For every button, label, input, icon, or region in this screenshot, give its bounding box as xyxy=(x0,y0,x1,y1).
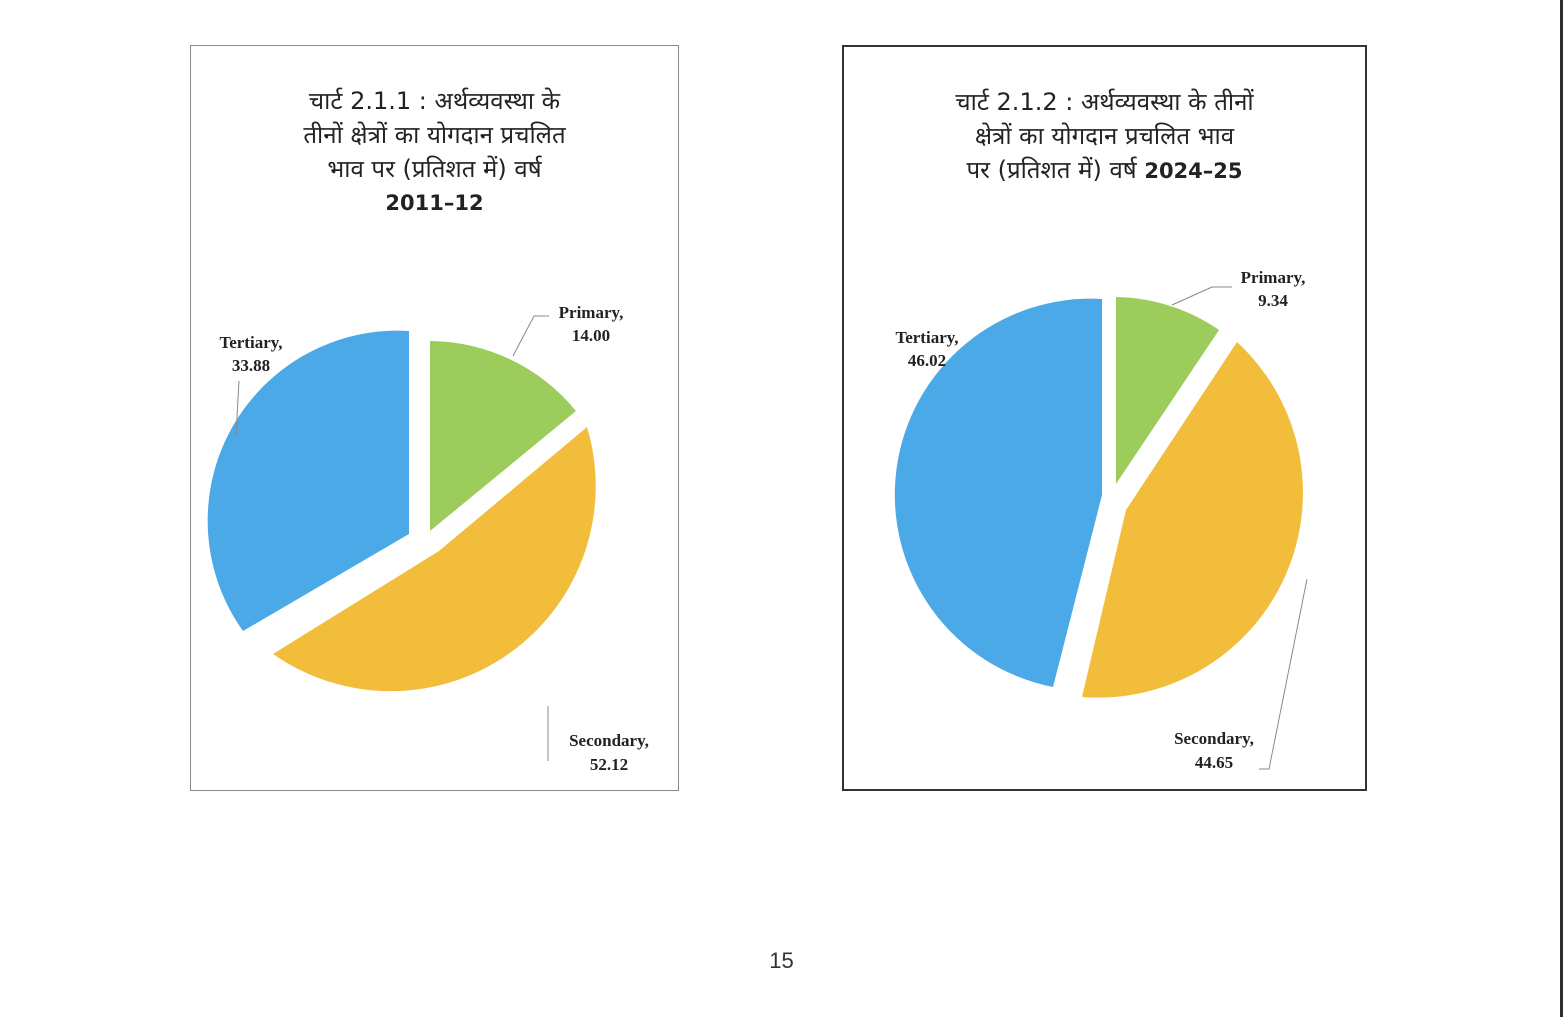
leader-line-tertiary xyxy=(235,380,240,437)
label-secondary-name: Secondary, xyxy=(569,731,649,750)
chart-title-line: चार्ट 2.1.2 : अर्थव्यवस्था के तीनों xyxy=(955,88,1254,116)
chart-title-line: चार्ट 2.1.1 : अर्थव्यवस्था के xyxy=(308,87,561,115)
label-tertiary-value: 46.02 xyxy=(908,351,946,370)
label-primary-value: 14.00 xyxy=(572,326,610,345)
label-tertiary-name: Tertiary, xyxy=(219,333,282,352)
chart-panel-2011-12: चार्ट 2.1.1 : अर्थव्यवस्था के तीनों क्षे… xyxy=(190,45,679,791)
leader-line-secondary xyxy=(1259,578,1308,770)
label-primary-value: 9.34 xyxy=(1258,291,1288,310)
page-number: 15 xyxy=(769,948,794,973)
chart-title-line: तीनों क्षेत्रों का योगदान प्रचलित xyxy=(303,121,566,149)
chart-title-line: भाव पर (प्रतिशत में) वर्ष xyxy=(327,155,542,183)
chart-panel-2024-25: चार्ट 2.1.2 : अर्थव्यवस्था के तीनों क्षे… xyxy=(842,45,1367,791)
pie-slice-tertiary xyxy=(207,330,409,631)
pie-slice-primary xyxy=(430,341,576,531)
pie-slice-tertiary xyxy=(894,298,1102,687)
label-primary-name: Primary, xyxy=(1241,268,1306,287)
label-secondary-value: 44.65 xyxy=(1195,753,1233,772)
pie-chart: Primary, 14.00 Tertiary, 33.88 Secondary… xyxy=(207,303,649,774)
pie-slice-secondary xyxy=(1082,342,1303,698)
chart-title-year: 2024–25 xyxy=(1144,159,1243,183)
pie-chart: Primary, 9.34 Tertiary, 46.02 Secondary,… xyxy=(894,268,1308,772)
label-secondary-value: 52.12 xyxy=(590,755,628,774)
chart-title: चार्ट 2.1.1 : अर्थव्यवस्था के तीनों क्षे… xyxy=(191,84,678,220)
label-secondary-name: Secondary, xyxy=(1174,729,1254,748)
label-tertiary-value: 33.88 xyxy=(232,356,270,375)
label-primary-name: Primary, xyxy=(559,303,624,322)
chart-title-year: 2011–12 xyxy=(385,191,484,215)
chart-title-line: क्षेत्रों का योगदान प्रचलित भाव xyxy=(974,122,1235,150)
chart-title-line: पर (प्रतिशत में) वर्ष xyxy=(966,156,1137,184)
pie-slice-primary xyxy=(1116,297,1219,484)
window-edge xyxy=(1560,0,1563,1017)
label-tertiary-name: Tertiary, xyxy=(895,328,958,347)
pie-slice-secondary xyxy=(273,427,596,692)
leader-line-primary xyxy=(1171,286,1232,306)
leader-line-primary xyxy=(512,315,549,357)
chart-title: चार्ट 2.1.2 : अर्थव्यवस्था के तीनों क्षे… xyxy=(844,85,1365,188)
